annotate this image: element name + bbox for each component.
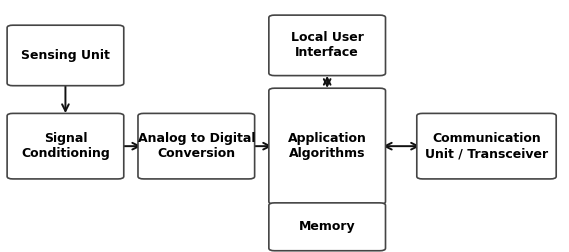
Text: Application
Algorithms: Application Algorithms (288, 132, 366, 160)
FancyBboxPatch shape (269, 15, 385, 76)
FancyBboxPatch shape (7, 25, 123, 86)
FancyBboxPatch shape (417, 113, 556, 179)
Text: Sensing Unit: Sensing Unit (21, 49, 110, 62)
Text: Communication
Unit / Transceiver: Communication Unit / Transceiver (425, 132, 548, 160)
Text: Analog to Digital
Conversion: Analog to Digital Conversion (138, 132, 255, 160)
Text: Memory: Memory (299, 220, 356, 233)
Text: Signal
Conditioning: Signal Conditioning (21, 132, 110, 160)
FancyBboxPatch shape (138, 113, 254, 179)
FancyBboxPatch shape (7, 113, 123, 179)
FancyBboxPatch shape (269, 203, 385, 251)
FancyBboxPatch shape (269, 88, 385, 204)
Text: Local User
Interface: Local User Interface (291, 31, 364, 59)
